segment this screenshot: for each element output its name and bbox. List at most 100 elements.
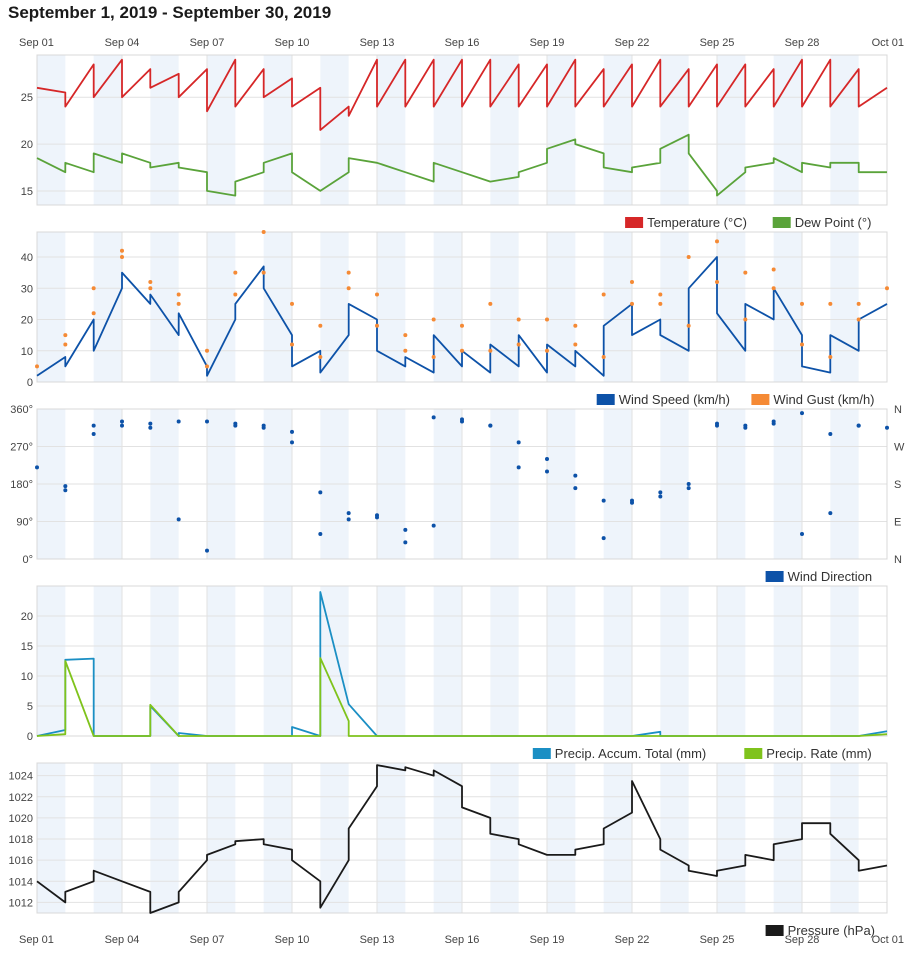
wind-direction-point xyxy=(120,419,124,424)
legend-swatch xyxy=(532,748,551,759)
panel-temperature-dewpoint: 15 20 25 Dew Point (°) Temperature (°C) xyxy=(21,54,888,230)
day-band xyxy=(830,586,859,736)
legend-label: Wind Speed (km/h) xyxy=(619,392,730,407)
wind-direction-point xyxy=(431,415,436,420)
day-band xyxy=(830,232,859,382)
panel-wind: 0 10 20 30 40 Wind Gust (km/h) Wind Speed (km/… xyxy=(21,230,889,407)
y-tick-label: 1012 xyxy=(9,897,33,909)
y-tick-label: 1020 xyxy=(9,813,33,825)
wind-speed-line xyxy=(36,256,888,377)
wind-gust-point xyxy=(686,323,691,328)
top-x-axis-tick-label: Sep 22 xyxy=(615,37,650,49)
wind-direction-point xyxy=(290,440,294,445)
wind-direction-point xyxy=(431,523,436,528)
day-band xyxy=(660,763,689,913)
wind-direction-point xyxy=(403,527,408,532)
day-band xyxy=(207,586,236,736)
day-band xyxy=(377,55,406,205)
wind-gust-point xyxy=(885,286,889,291)
y-tick-label: 25 xyxy=(21,92,33,104)
wind-gust-point xyxy=(346,286,351,291)
bottom-x-axis-tick-label: Sep 19 xyxy=(530,934,565,946)
bottom-x-axis-tick-label: Sep 10 xyxy=(275,934,310,946)
plot-frame xyxy=(36,762,888,914)
wind-gust-point xyxy=(91,286,96,291)
bottom-x-axis-tick-label: Sep 22 xyxy=(615,934,650,946)
wind-direction-point xyxy=(828,511,833,516)
day-band xyxy=(773,232,802,382)
wind-direction-point xyxy=(800,532,804,536)
y-tick-label: 90° xyxy=(16,517,33,529)
wind-gust-point xyxy=(63,333,68,338)
bottom-x-axis-tick-label: Sep 04 xyxy=(105,934,140,946)
day-band xyxy=(490,55,519,205)
day-band xyxy=(207,763,236,913)
day-band xyxy=(603,763,632,913)
wind-gust-point xyxy=(800,301,804,306)
top-x-axis-tick-label: Sep 28 xyxy=(785,37,820,49)
wind-gust-point xyxy=(205,348,209,353)
day-band xyxy=(603,55,632,205)
legend-label: Precip. Accum. Total (mm) xyxy=(555,746,706,761)
wind-direction-point xyxy=(545,457,549,461)
wind-gust-point xyxy=(630,301,634,306)
wind-direction-point xyxy=(375,513,379,518)
page-title: September 1, 2019 - September 30, 2019 xyxy=(8,3,332,22)
top-x-axis-tick-label: Sep 07 xyxy=(190,37,225,49)
legend-label: Wind Gust (km/h) xyxy=(773,392,874,407)
wind-gust-point xyxy=(488,348,493,353)
y-tick-label: 1022 xyxy=(9,792,33,804)
wind-gust-point xyxy=(403,333,408,338)
wind-direction-point xyxy=(885,425,889,430)
wind-gust-point xyxy=(91,311,96,316)
day-band xyxy=(433,55,462,205)
wind-direction-point xyxy=(176,517,181,522)
day-band xyxy=(603,586,632,736)
day-band xyxy=(547,232,576,382)
wind-gust-point xyxy=(601,292,606,297)
top-x-axis-tick-label: Sep 04 xyxy=(105,37,140,49)
wind-gust-point xyxy=(176,301,181,306)
day-band xyxy=(433,586,462,736)
day-band xyxy=(150,586,179,736)
wind-direction-point xyxy=(601,498,606,503)
wind-gust-point xyxy=(686,255,691,259)
dew-point-line xyxy=(36,133,887,197)
top-x-axis-tick-label: Oct 01 xyxy=(872,37,904,49)
day-band xyxy=(490,232,519,382)
wind-direction-point xyxy=(205,419,209,424)
wind-direction-point xyxy=(346,511,351,516)
wind-gust-point xyxy=(148,280,153,284)
y-tick-label: 5 xyxy=(27,701,33,713)
y-tick-label: 10 xyxy=(21,671,33,683)
wind-direction-point xyxy=(233,423,238,428)
day-band xyxy=(547,586,576,736)
compass-tick-label: N xyxy=(894,554,902,566)
wind-gust-point xyxy=(403,348,408,353)
y-tick-label: 30 xyxy=(21,283,33,295)
y-tick-label: 360° xyxy=(10,404,33,416)
y-tick-label: 15 xyxy=(21,641,33,653)
panel-wind-direction: 0° 90° 180° 270° 360° N E S W N Wind Direction xyxy=(10,404,905,584)
day-band xyxy=(773,763,802,913)
wind-gust-point xyxy=(233,270,238,275)
wind-gust-point xyxy=(800,342,804,347)
wind-gust-point xyxy=(715,280,719,284)
y-tick-label: 20 xyxy=(21,611,33,623)
top-x-axis-tick-label: Sep 19 xyxy=(530,37,565,49)
wind-gust-point xyxy=(828,355,833,359)
legend-swatch xyxy=(596,394,615,405)
wind-gust-point xyxy=(431,355,436,359)
day-band xyxy=(717,586,746,736)
wind-gust-point xyxy=(63,342,68,347)
compass-tick-label: W xyxy=(894,442,905,454)
wind-direction-point xyxy=(91,423,96,428)
y-tick-label: 1018 xyxy=(9,834,33,846)
y-tick-label: 40 xyxy=(21,252,33,264)
wind-direction-point xyxy=(573,473,578,478)
wind-gust-point xyxy=(120,248,124,253)
day-band xyxy=(37,763,66,913)
wind-gust-point xyxy=(573,323,578,328)
wind-direction-point xyxy=(261,423,266,428)
y-tick-label: 15 xyxy=(21,186,33,198)
